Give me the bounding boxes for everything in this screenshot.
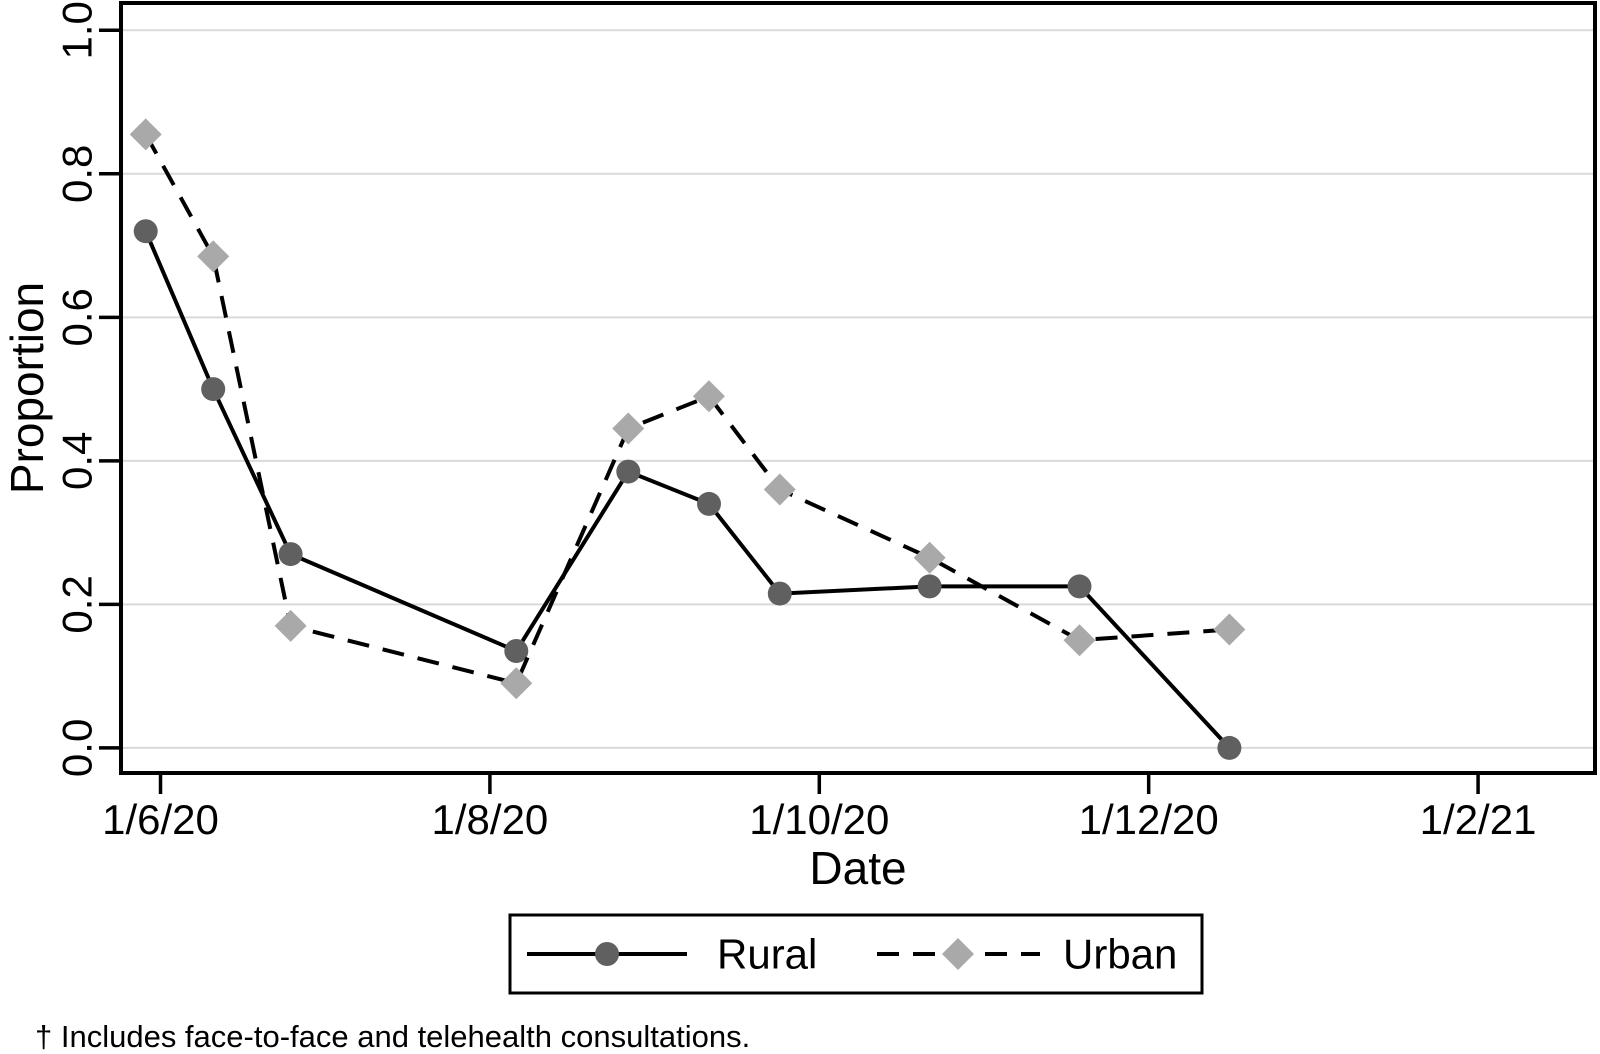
legend: Rural Urban [508, 913, 1204, 995]
y-tick-label: 0.2 [54, 575, 101, 633]
y-tick-label: 0.6 [54, 288, 101, 346]
rural-marker-circle [133, 219, 158, 244]
y-tick-label: 0.4 [54, 432, 101, 490]
y-axis: 0.0 0.2 0.4 0.6 0.8 1.0 [54, 1, 121, 777]
data-series [129, 118, 1246, 760]
urban-marker-diamond [500, 667, 533, 700]
x-tick-label: 1/2/21 [1420, 796, 1537, 843]
rural-marker-circle [1217, 735, 1242, 760]
rural-marker-circle [697, 491, 721, 516]
rural-marker-circle [917, 574, 942, 599]
rural-marker-circle [278, 542, 303, 567]
legend-rural-marker-circle [595, 942, 619, 966]
rural-marker-circle [616, 459, 641, 484]
x-tick-label: 1/6/20 [102, 796, 219, 843]
urban-marker-diamond [129, 118, 162, 151]
legend-rural-label: Rural [717, 931, 817, 978]
legend-urban-label: Urban [1063, 931, 1177, 978]
x-axis: 1/6/20 1/8/20 1/10/20 1/12/20 1/2/21 [102, 773, 1536, 843]
gridlines [121, 29, 1595, 749]
rural-marker-circle [504, 639, 529, 663]
rural-marker-circle [201, 377, 226, 402]
urban-marker-diamond [274, 609, 307, 642]
urban-line [143, 133, 1230, 686]
x-tick-label: 1/10/20 [749, 796, 889, 843]
urban-marker-diamond [913, 541, 946, 574]
legend-urban-marker-diamond [942, 938, 974, 970]
x-tick-label: 1/8/20 [432, 796, 549, 843]
urban-marker-diamond [692, 380, 725, 413]
urban-marker-diamond [1063, 624, 1096, 657]
urban-marker-diamond [763, 473, 796, 506]
urban-marker-diamond [612, 412, 645, 445]
y-tick-label: 0.0 [54, 719, 101, 777]
rural-line [143, 230, 1231, 750]
plot-frame [119, 1, 1597, 775]
y-axis-title: Proportion [1, 282, 53, 494]
urban-marker-diamond [197, 240, 230, 273]
y-tick-label: 1.0 [54, 1, 101, 59]
urban-marker-diamond [1213, 613, 1246, 646]
y-tick-label: 0.8 [54, 145, 101, 203]
footnote: † Includes face-to-face and telehealth c… [35, 1019, 750, 1054]
x-tick-label: 1/12/20 [1079, 796, 1219, 843]
x-axis-title: Date [809, 842, 906, 894]
rural-marker-circle [1067, 574, 1092, 599]
rural-marker-circle [767, 581, 792, 606]
